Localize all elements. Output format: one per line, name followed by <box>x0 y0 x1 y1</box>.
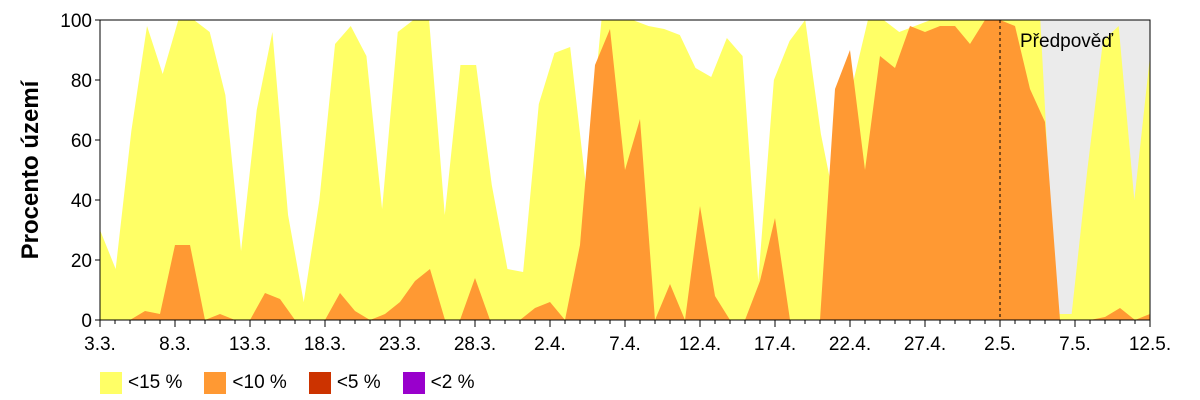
x-tick-label: 2.5. <box>984 334 1016 355</box>
x-tick-label: 28.3. <box>454 334 496 355</box>
y-tick-label: 0 <box>81 311 92 332</box>
legend-swatch <box>100 372 122 394</box>
legend-label: <10 % <box>232 372 287 393</box>
legend: <15 % <10 % <5 % <2 % <box>100 372 475 394</box>
area-series-group <box>100 20 1150 320</box>
x-tick-label: 8.3. <box>159 334 191 355</box>
x-tick-label: 12.4. <box>679 334 721 355</box>
legend-swatch <box>308 372 331 394</box>
chart: Předpověď 0 20 40 60 80 100 3.3. 8.3. 13.3. 18.3… <box>17 11 1171 355</box>
x-tick-label: 7.4. <box>609 334 641 355</box>
x-tick-label: 7.5. <box>1059 334 1091 355</box>
y-tick-label: 40 <box>71 191 92 212</box>
x-tick-label: 17.4. <box>754 334 796 355</box>
x-tick-label: 22.4. <box>829 334 871 355</box>
legend-label: <15 % <box>128 372 183 393</box>
y-tick-label: 20 <box>71 251 92 272</box>
legend-label: <2 % <box>430 372 475 393</box>
legend-label: <5 % <box>336 372 381 393</box>
forecast-label: Předpověď <box>1020 31 1113 52</box>
x-axis: 3.3. 8.3. 13.3. 18.3. 23.3. 28.3. 2.4. 7.4. 12.4… <box>84 320 1171 355</box>
x-tick-label: 3.3. <box>84 334 116 355</box>
x-tick-label: 27.4. <box>904 334 946 355</box>
x-tick-label: 23.3. <box>379 334 421 355</box>
y-axis: 0 20 40 60 80 100 <box>60 11 100 332</box>
legend-item: <5 % <box>308 372 381 394</box>
x-tick-label: 2.4. <box>534 334 566 355</box>
legend-item: <15 % <box>100 372 182 394</box>
legend-item: <10 % <box>204 372 287 394</box>
x-tick-label: 18.3. <box>304 334 346 355</box>
y-tick-label: 80 <box>71 71 92 92</box>
x-tick-label: 13.3. <box>229 334 271 355</box>
y-axis-label: Procento území <box>17 79 44 259</box>
x-tick-label: 12.5. <box>1129 334 1171 355</box>
y-tick-label: 60 <box>71 131 92 152</box>
area-series-1 <box>100 20 1150 320</box>
y-tick-label: 100 <box>60 11 92 32</box>
legend-swatch <box>402 372 425 394</box>
legend-swatch <box>204 372 227 394</box>
legend-item: <2 % <box>402 372 475 394</box>
